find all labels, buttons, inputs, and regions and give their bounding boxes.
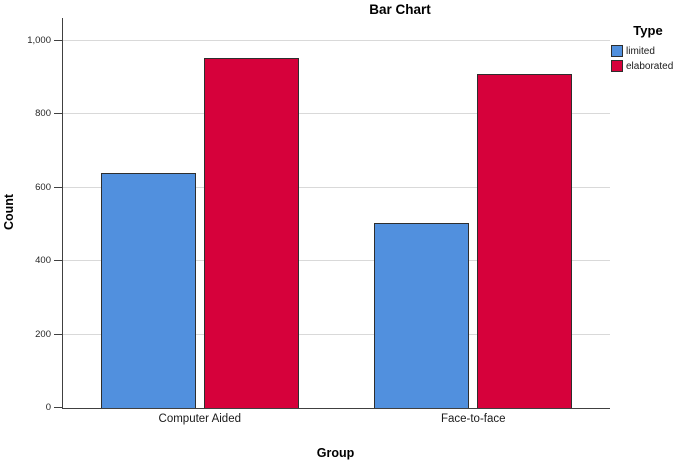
bar-group-face-to-face: Face-to-face xyxy=(337,18,611,425)
chart-title: Bar Chart xyxy=(369,2,431,17)
plot-area: Computer Aided Face-to-face 0 200 400 600 800… xyxy=(27,18,611,425)
gridline-1000 xyxy=(63,40,610,41)
gridline-600 xyxy=(63,186,610,188)
y-tick-label-1000: 1,000 xyxy=(27,35,51,46)
bar-elaborated-face-to-face xyxy=(477,74,573,408)
bar-elaborated-computer-aided xyxy=(203,57,299,408)
bar-group-computer-aided: Computer Aided xyxy=(63,18,337,425)
x-axis-label: Group xyxy=(316,446,355,460)
legend-swatch-limited xyxy=(611,45,623,57)
bar-limited-face-to-face xyxy=(374,222,470,408)
y-tick-mark-400 xyxy=(54,260,62,262)
y-tick-label-200: 200 xyxy=(35,328,51,340)
legend-swatch-elaborated xyxy=(611,60,623,72)
y-tick-mark-0 xyxy=(54,407,62,408)
legend-label-elaborated: elaborated xyxy=(626,60,674,72)
gridline-400 xyxy=(63,260,610,262)
x-tick-label-face-to-face: Face-to-face xyxy=(440,413,506,425)
legend-item-elaborated: elaborated xyxy=(611,60,685,72)
y-tick-mark-200 xyxy=(54,333,62,335)
y-tick-label-600: 600 xyxy=(35,181,51,193)
x-tick-label-computer-aided: Computer Aided xyxy=(158,413,241,425)
y-axis-label: Count xyxy=(2,193,16,231)
y-tick-mark-1000 xyxy=(54,40,62,41)
y-tick-label-800: 800 xyxy=(35,108,51,120)
legend-label-limited: limited xyxy=(626,45,655,57)
y-tick-mark-600 xyxy=(54,186,62,188)
legend: Type limited elaborated xyxy=(611,23,685,75)
bar-limited-computer-aided xyxy=(100,173,196,408)
y-tick-label-400: 400 xyxy=(35,255,51,267)
legend-item-limited: limited xyxy=(611,45,685,57)
legend-items: limited elaborated xyxy=(611,45,685,72)
y-tick-mark-800 xyxy=(54,113,62,115)
y-tick-label-0: 0 xyxy=(45,402,51,413)
gridline-800 xyxy=(63,113,610,115)
legend-title: Type xyxy=(633,23,663,38)
gridline-200 xyxy=(63,333,610,335)
